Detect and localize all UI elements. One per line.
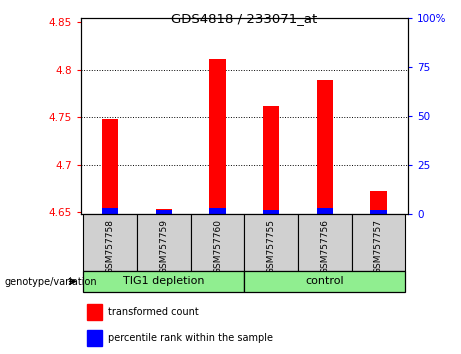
- Bar: [298, 214, 352, 271]
- Text: GSM757759: GSM757759: [160, 219, 168, 274]
- Bar: [244, 214, 298, 271]
- Bar: [87, 330, 102, 346]
- Bar: [156, 210, 172, 214]
- Text: control: control: [306, 276, 344, 286]
- Bar: [317, 208, 333, 214]
- Bar: [317, 80, 333, 214]
- Text: percentile rank within the sample: percentile rank within the sample: [108, 332, 273, 343]
- Bar: [371, 210, 386, 214]
- Bar: [137, 214, 191, 271]
- Bar: [209, 208, 225, 214]
- Bar: [209, 59, 225, 214]
- Text: transformed count: transformed count: [108, 307, 199, 317]
- Bar: [102, 119, 118, 214]
- Text: GSM757755: GSM757755: [266, 219, 276, 274]
- Bar: [371, 192, 386, 214]
- Bar: [102, 208, 118, 214]
- Bar: [352, 214, 405, 271]
- Bar: [244, 271, 405, 292]
- Bar: [263, 210, 279, 214]
- Bar: [156, 210, 172, 214]
- Bar: [263, 106, 279, 214]
- Bar: [87, 304, 102, 320]
- Bar: [191, 214, 244, 271]
- Bar: [83, 214, 137, 271]
- Text: GSM757756: GSM757756: [320, 219, 329, 274]
- Text: GSM757760: GSM757760: [213, 219, 222, 274]
- Text: genotype/variation: genotype/variation: [5, 278, 97, 287]
- Text: GSM757757: GSM757757: [374, 219, 383, 274]
- Text: GSM757758: GSM757758: [106, 219, 115, 274]
- Text: GDS4818 / 233071_at: GDS4818 / 233071_at: [171, 12, 318, 25]
- Text: TIG1 depletion: TIG1 depletion: [123, 276, 205, 286]
- Bar: [83, 271, 244, 292]
